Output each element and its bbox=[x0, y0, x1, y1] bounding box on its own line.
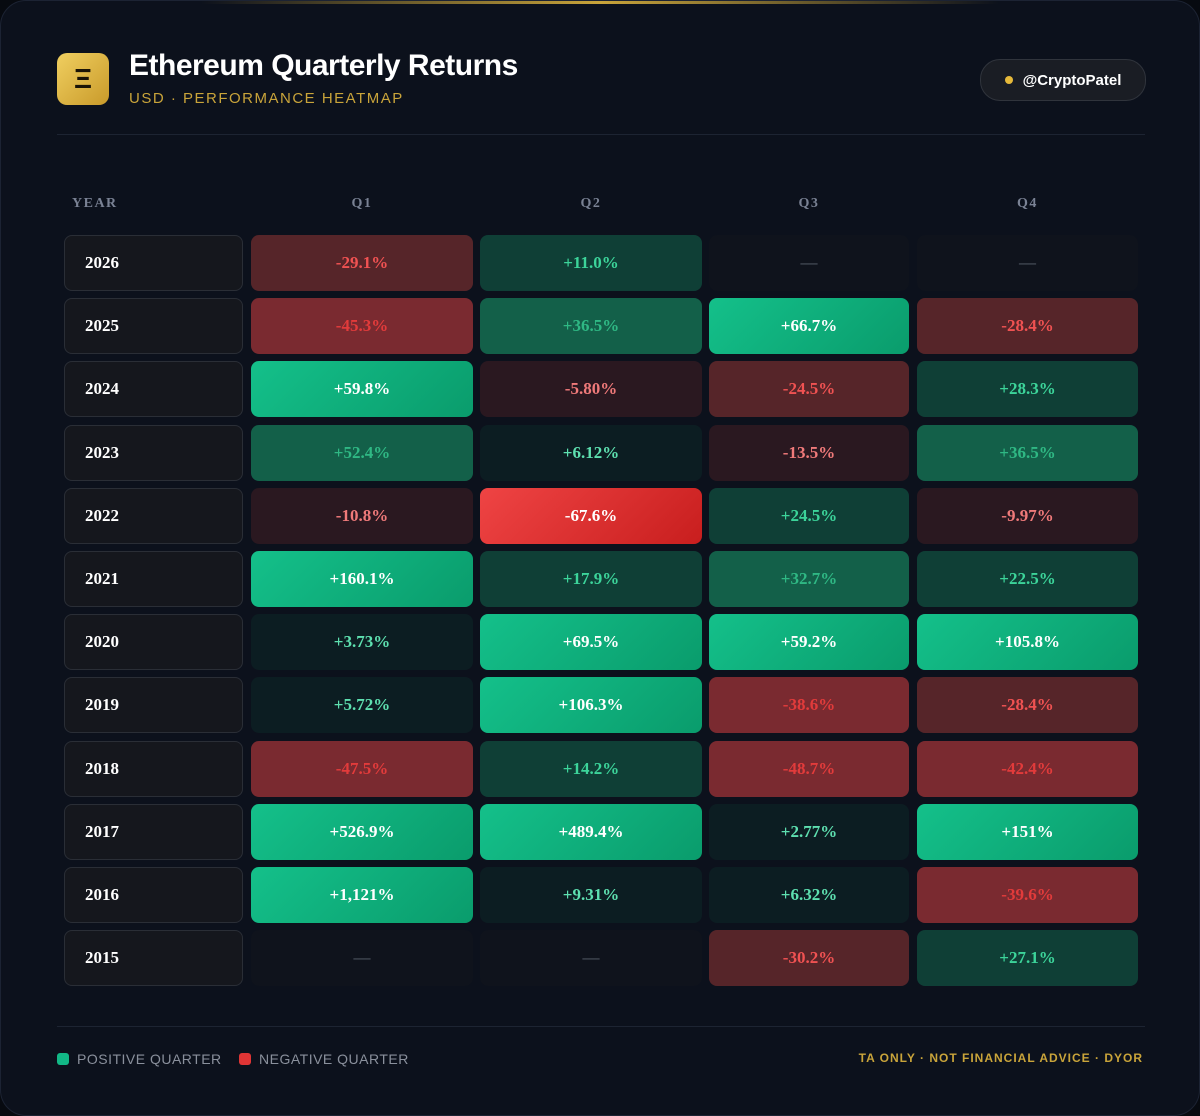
return-cell: +59.2% bbox=[709, 614, 909, 671]
return-cell: -38.6% bbox=[709, 677, 909, 734]
return-cell: +160.1% bbox=[251, 551, 473, 607]
return-cell: +489.4% bbox=[480, 803, 702, 860]
return-cell: -13.5% bbox=[709, 424, 909, 481]
return-cell: +6.32% bbox=[709, 867, 909, 923]
return-cell: +2.77% bbox=[709, 803, 909, 860]
return-cell: +66.7% bbox=[709, 298, 909, 355]
legend-item: POSITIVE QUARTER bbox=[57, 1051, 222, 1067]
disclaimer: TA ONLY · NOT FINANCIAL ADVICE · DYOR bbox=[858, 1051, 1143, 1065]
return-cell: -48.7% bbox=[709, 740, 909, 797]
legend-item: NEGATIVE QUARTER bbox=[239, 1051, 409, 1067]
logo: Ξ bbox=[57, 53, 109, 105]
return-cell: +526.9% bbox=[251, 803, 473, 860]
return-cell: -30.2% bbox=[709, 930, 909, 987]
year-cell: 2019 bbox=[64, 677, 243, 734]
return-cell: — bbox=[251, 930, 473, 987]
year-cell: 2024 bbox=[64, 361, 243, 418]
return-cell: +14.2% bbox=[480, 740, 702, 797]
year-cell: 2023 bbox=[64, 424, 243, 481]
return-cell: +1,121% bbox=[251, 867, 473, 923]
return-cell: -45.3% bbox=[251, 298, 473, 355]
year-cell: 2015 bbox=[64, 930, 243, 987]
badge: @CryptoPatel bbox=[980, 59, 1146, 101]
year-cell: 2025 bbox=[64, 298, 243, 355]
return-cell: +22.5% bbox=[917, 551, 1138, 607]
return-cell: — bbox=[917, 235, 1138, 291]
return-cell: +52.4% bbox=[251, 424, 473, 481]
return-cell: +6.12% bbox=[480, 424, 702, 481]
year-cell: 2022 bbox=[64, 487, 243, 544]
year-cell: 2016 bbox=[64, 867, 243, 923]
return-cell: — bbox=[709, 235, 909, 291]
return-cell: +32.7% bbox=[709, 551, 909, 607]
divider bbox=[57, 134, 1145, 135]
return-cell: -10.8% bbox=[251, 487, 473, 544]
column-header: Q3 bbox=[798, 196, 820, 211]
year-cell: 2017 bbox=[64, 803, 243, 860]
return-cell: +3.73% bbox=[251, 614, 473, 671]
column-header: Q4 bbox=[1017, 196, 1038, 211]
title: Ethereum Quarterly Returns bbox=[129, 49, 518, 82]
return-cell: +69.5% bbox=[480, 614, 702, 671]
return-cell: -9.97% bbox=[917, 487, 1138, 544]
return-cell: -42.4% bbox=[917, 740, 1138, 797]
return-cell: -24.5% bbox=[709, 361, 909, 418]
return-cell: +17.9% bbox=[480, 551, 702, 607]
column-header: Q2 bbox=[580, 196, 602, 211]
year-cell: 2018 bbox=[64, 740, 243, 797]
return-cell: +36.5% bbox=[917, 424, 1138, 481]
subtitle: USD · PERFORMANCE HEATMAP bbox=[129, 90, 404, 107]
return-cell: +105.8% bbox=[917, 614, 1138, 671]
year-cell: 2020 bbox=[64, 614, 243, 671]
return-cell: -29.1% bbox=[251, 235, 473, 291]
return-cell: — bbox=[480, 930, 702, 987]
badge-text: @CryptoPatel bbox=[1022, 71, 1122, 89]
return-cell: -5.80% bbox=[480, 361, 702, 418]
return-cell: +106.3% bbox=[480, 677, 702, 734]
return-cell: +11.0% bbox=[480, 235, 702, 291]
return-cell: -28.4% bbox=[917, 298, 1138, 355]
legend-text: POSITIVE QUARTER bbox=[77, 1051, 222, 1067]
column-header: Q1 bbox=[351, 196, 373, 211]
return-cell: +24.5% bbox=[709, 487, 909, 544]
year-cell: 2026 bbox=[64, 235, 243, 291]
return-cell: +36.5% bbox=[480, 298, 702, 355]
return-cell: +27.1% bbox=[917, 930, 1138, 987]
return-cell: +59.8% bbox=[251, 361, 473, 418]
return-cell: +9.31% bbox=[480, 867, 702, 923]
year-cell: 2021 bbox=[64, 551, 243, 607]
return-cell: +151% bbox=[917, 803, 1138, 860]
return-cell: -39.6% bbox=[917, 867, 1138, 923]
return-cell: +5.72% bbox=[251, 677, 473, 734]
return-cell: -28.4% bbox=[917, 677, 1138, 734]
return-cell: -47.5% bbox=[251, 740, 473, 797]
return-cell: -67.6% bbox=[480, 487, 702, 544]
column-header: YEAR bbox=[72, 196, 118, 211]
divider bbox=[57, 1026, 1145, 1027]
legend-text: NEGATIVE QUARTER bbox=[259, 1051, 409, 1067]
return-cell: +28.3% bbox=[917, 361, 1138, 418]
